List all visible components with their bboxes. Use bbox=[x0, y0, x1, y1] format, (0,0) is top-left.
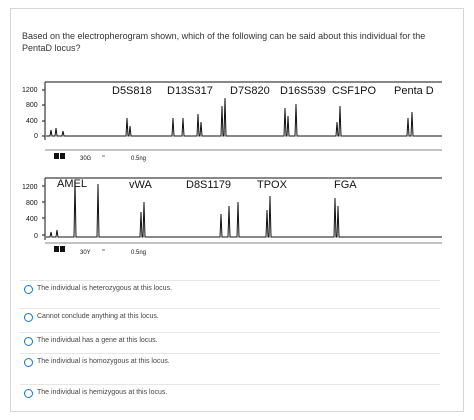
question-text: Based on the electropherogram shown, whi… bbox=[22, 31, 426, 53]
question-card bbox=[10, 8, 464, 412]
panel1-tick-1200: 1200 bbox=[22, 87, 38, 94]
panel2-trace bbox=[46, 179, 442, 238]
option-label: The individual is homozygous at this loc… bbox=[37, 358, 170, 365]
option-label: Cannot conclude anything at this locus. bbox=[37, 313, 159, 320]
panel2-locus-D8S1179: D8S1179 bbox=[186, 179, 231, 191]
panel-2: 1200 800 400 0 AMEL vWA D8S1179 TPOX FGA… bbox=[22, 177, 442, 256]
option-cannot-conclude[interactable]: Cannot conclude anything at this locus. bbox=[20, 308, 440, 326]
radio-icon[interactable] bbox=[24, 389, 33, 398]
panel2-color-box-1 bbox=[54, 246, 59, 252]
panel2-amount-label: 0.5ng bbox=[131, 250, 146, 256]
panel1-tick-0: 0 bbox=[34, 133, 38, 140]
radio-icon[interactable] bbox=[24, 285, 33, 294]
panel1-locus-PentaD: Penta D bbox=[394, 85, 434, 97]
panel1-trace bbox=[46, 97, 442, 137]
option-label: The individual has a gene at this locus. bbox=[37, 337, 158, 344]
panel2-color-box-2 bbox=[60, 246, 65, 252]
option-label: The individual is heterozygous at this l… bbox=[37, 285, 173, 292]
panel1-locus-D5S818: D5S818 bbox=[112, 85, 152, 97]
radio-icon[interactable] bbox=[24, 313, 33, 322]
panel1-tick-800: 800 bbox=[26, 102, 38, 109]
panel2-locus-vWA: vWA bbox=[129, 179, 152, 191]
option-has-gene[interactable]: The individual has a gene at this locus. bbox=[20, 332, 440, 350]
option-label: The individual is hemizygous at this loc… bbox=[37, 389, 168, 396]
option-heterozygous[interactable]: The individual is heterozygous at this l… bbox=[20, 280, 440, 298]
panel-1: 1200 800 400 0 D5S818 D13S317 D7S820 D16… bbox=[22, 81, 442, 162]
panel1-sample-label: 30G bbox=[80, 156, 92, 162]
option-homozygous[interactable]: The individual is homozygous at this loc… bbox=[20, 353, 440, 371]
panel2-tick-400: 400 bbox=[26, 216, 38, 223]
panel1-locus-D16S539: D16S539 bbox=[280, 85, 326, 97]
panel1-locus-CSF1PO: CSF1PO bbox=[332, 85, 376, 97]
panel1-locus-D13S317: D13S317 bbox=[167, 85, 213, 97]
panel2-tick-800: 800 bbox=[26, 200, 38, 207]
panel2-tick-1200: 1200 bbox=[22, 184, 38, 191]
panel2-locus-AMEL: AMEL bbox=[57, 178, 87, 190]
panel2-tick-0: 0 bbox=[34, 233, 38, 240]
panel1-locus-D7S820: D7S820 bbox=[230, 85, 270, 97]
panel1-tick-400: 400 bbox=[26, 118, 38, 125]
panel1-color-box-2 bbox=[60, 153, 65, 159]
panel2-locus-FGA: FGA bbox=[334, 179, 357, 191]
electropherogram-svg: 1200 800 400 0 D5S818 D13S317 D7S820 D16… bbox=[22, 81, 442, 256]
radio-icon[interactable] bbox=[24, 337, 33, 346]
panel1-amount-label: 0.5ng bbox=[131, 156, 146, 162]
panel1-color-box-1 bbox=[54, 153, 59, 159]
panel2-sample-label: 30Y bbox=[80, 250, 91, 256]
electropherogram-figure: 1200 800 400 0 D5S818 D13S317 D7S820 D16… bbox=[22, 70, 452, 275]
radio-icon[interactable] bbox=[24, 358, 33, 367]
panel2-locus-TPOX: TPOX bbox=[257, 179, 288, 191]
option-hemizygous[interactable]: The individual is hemizygous at this loc… bbox=[20, 384, 440, 402]
